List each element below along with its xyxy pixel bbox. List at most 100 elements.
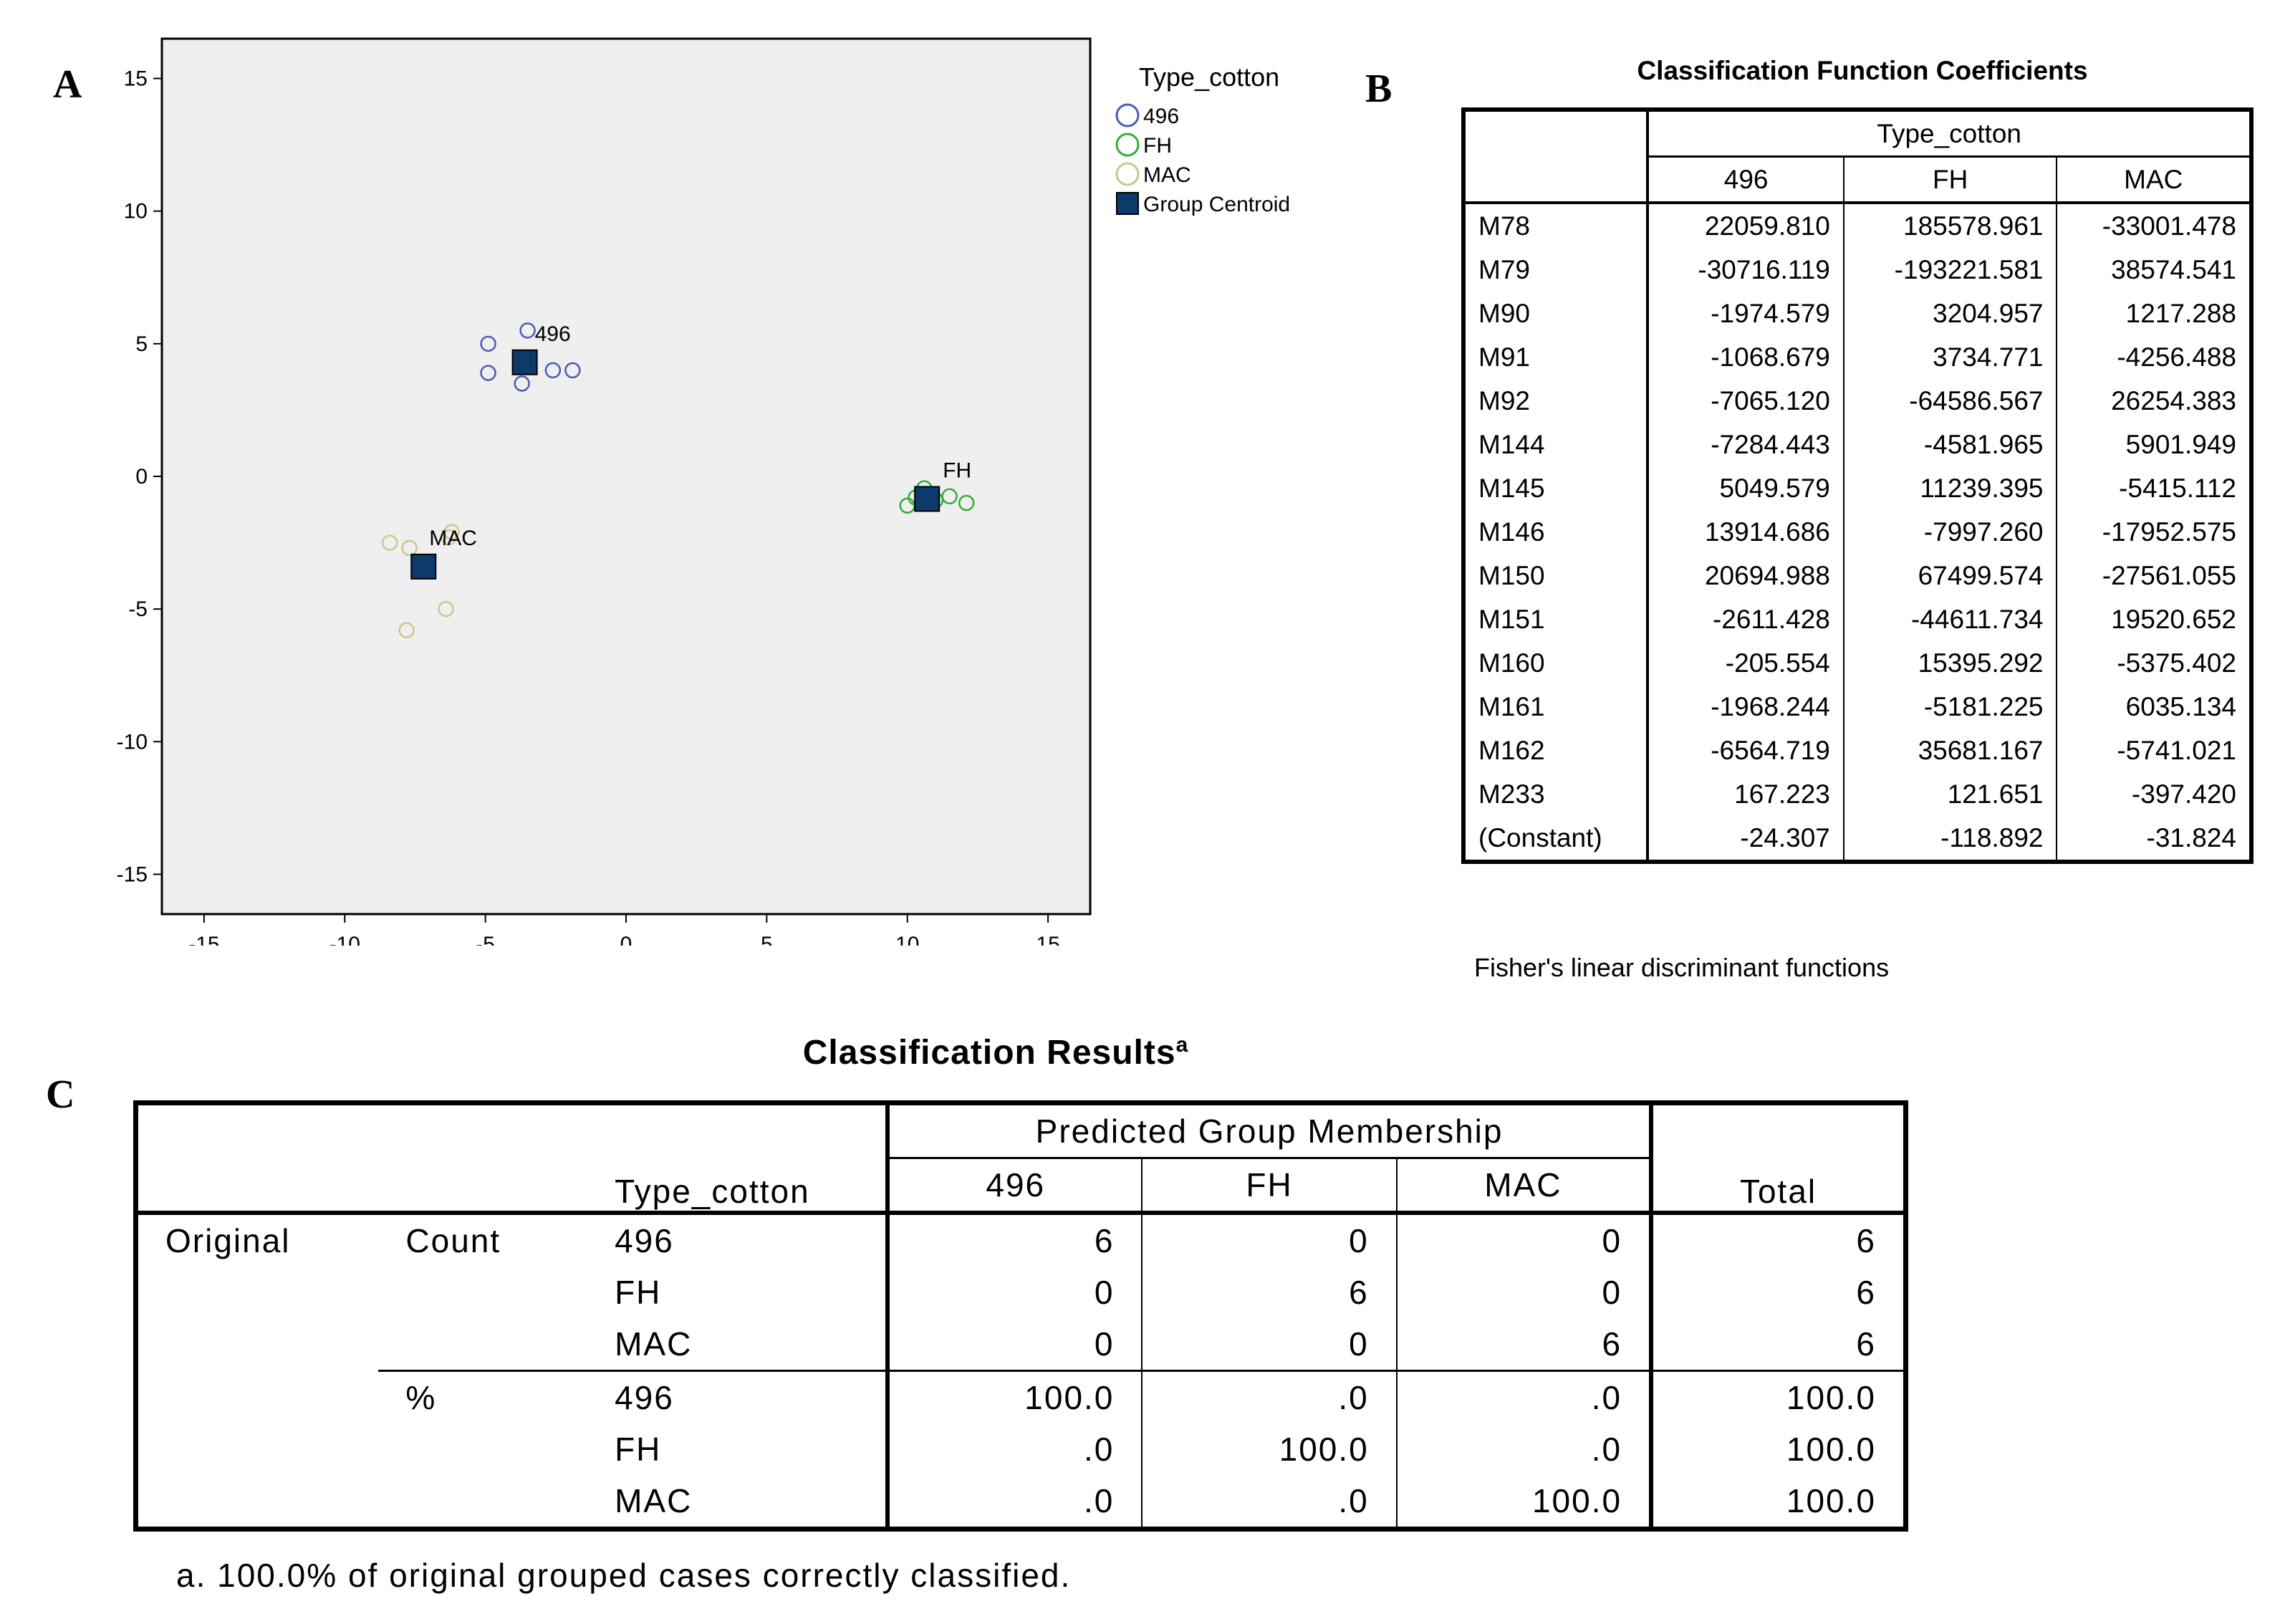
class-type-header: Type_cotton: [587, 1102, 890, 1215]
discriminant-scatter-plot: -15 -10 -5 0 5 10 15 15 10 5 0 -5 -10 -15 496 FH MAC Type…: [117, 37, 1290, 946]
coef-row-label: M146: [1463, 510, 1650, 554]
coef-value: 11239.395: [1843, 466, 2058, 510]
coef-row: M162 -6564.719 35681.167 -5741.021: [1463, 729, 2251, 772]
point-mac: [443, 524, 460, 541]
coef-value: -5741.021: [2117, 735, 2236, 765]
y-tick-label: 15: [124, 67, 148, 91]
coef-value: 5049.579: [1648, 466, 1844, 510]
y-tick-label: 5: [135, 332, 148, 356]
class-value: 6: [888, 1213, 1143, 1267]
coef-col-header: 496: [1648, 156, 1844, 204]
coef-value: 185578.961: [1843, 203, 2058, 248]
class-corner: [135, 1102, 379, 1215]
coef-value: -44611.734: [1843, 597, 2058, 641]
x-tick-label: 5: [761, 933, 773, 946]
class-empty-cell: [378, 1475, 587, 1529]
coef-col-header: MAC: [2057, 156, 2251, 204]
centroid-fh: [914, 486, 941, 512]
coef-footnote: Fisher's linear discriminant functions: [1474, 953, 1890, 982]
point-mac: [438, 600, 454, 618]
coef-row-label: M145: [1463, 466, 1650, 510]
class-row: FH .0 100.0.0 100.0: [136, 1423, 1906, 1475]
legend-title: Type_cotton: [1139, 62, 1279, 92]
coef-row-label: M78: [1463, 203, 1650, 248]
class-value: .0: [1142, 1475, 1398, 1529]
class-row: FH 0 6 0 6: [136, 1267, 1906, 1318]
coef-row: M79 -30716.119 -193221.581 38574.541: [1463, 248, 2251, 292]
class-col-header: 496: [888, 1158, 1143, 1215]
class-empty-cell: [136, 1423, 379, 1475]
class-total: 6: [1856, 1325, 1876, 1363]
coef-value: -31.824: [2146, 822, 2237, 852]
x-tick-label: 0: [620, 933, 632, 946]
coef-value: -5181.225: [1843, 685, 2058, 729]
class-value: 100.0: [1396, 1475, 1654, 1529]
x-tick-label: 15: [1036, 933, 1059, 946]
coef-row-label: M151: [1463, 597, 1650, 641]
coef-value: -5375.402: [2117, 648, 2236, 678]
class-empty-cell: [378, 1267, 587, 1318]
class-value: 100.0: [1142, 1423, 1398, 1475]
coef-value: -24.307: [1648, 816, 1844, 862]
coef-value: 15395.292: [1843, 641, 2058, 685]
coef-row: M146 13914.686 -7997.260 -17952.575: [1463, 510, 2251, 554]
coef-value: 67499.574: [1843, 554, 2058, 597]
class-title-text: Classification Results: [802, 1034, 1176, 1072]
class-value: 0: [1396, 1267, 1654, 1318]
coef-value: 35681.167: [1843, 729, 2058, 772]
coef-row-label: M90: [1463, 292, 1650, 335]
coef-value: 167.223: [1648, 772, 1844, 816]
coef-row: M233 167.223 121.651 -397.420: [1463, 772, 2251, 816]
coef-value: 20694.988: [1648, 554, 1844, 597]
legend-label: MAC: [1143, 163, 1191, 187]
class-value: 0: [1396, 1213, 1654, 1267]
class-row: % 496 100.0.0.0 100.0: [136, 1370, 1906, 1423]
centroid-label-fh: FH: [943, 458, 971, 482]
class-value: .0: [888, 1475, 1143, 1529]
coef-value: 5901.949: [2125, 429, 2236, 459]
coef-value: -17952.575: [2102, 516, 2236, 547]
coef-row-label: M144: [1463, 423, 1650, 466]
panel-label-a: A: [53, 62, 82, 107]
coef-value: -1968.244: [1648, 685, 1844, 729]
coef-value: -4256.488: [2117, 342, 2236, 372]
coef-value: -4581.965: [1843, 423, 2058, 466]
coef-row-label: M162: [1463, 729, 1650, 772]
coef-row: (Constant) -24.307 -118.892 -31.824: [1463, 816, 2251, 862]
coef-col-header: FH: [1843, 156, 2058, 204]
class-count-label: Count: [405, 1222, 501, 1259]
coef-value: 22059.810: [1648, 203, 1844, 248]
coef-value: -7284.443: [1648, 423, 1844, 466]
class-row-label: 496: [587, 1370, 890, 1423]
coef-value: 26254.383: [2111, 385, 2236, 415]
coef-value: 13914.686: [1648, 510, 1844, 554]
coef-value: -7065.120: [1648, 379, 1844, 423]
class-row-label: MAC: [587, 1475, 890, 1529]
legend-label: Group Centroid: [1143, 193, 1290, 216]
class-value: 6: [1142, 1267, 1398, 1318]
coef-value: -205.554: [1648, 641, 1844, 685]
classification-table: Type_cotton Predicted Group Membership T…: [133, 1100, 1908, 1532]
coef-row-label: M160: [1463, 641, 1650, 685]
coef-row: M151 -2611.428 -44611.734 19520.652: [1463, 597, 2251, 641]
point-496: [519, 322, 536, 339]
class-value: 0: [1142, 1318, 1398, 1371]
coef-value: -7997.260: [1843, 510, 2058, 554]
coef-value: 19520.652: [2111, 604, 2236, 634]
coef-row-label: M92: [1463, 379, 1650, 423]
class-row-label: MAC: [587, 1318, 890, 1371]
class-total: 6: [1856, 1222, 1876, 1259]
class-col-header: MAC: [1396, 1158, 1654, 1215]
coef-value: -33001.478: [2102, 211, 2236, 241]
coef-row: M91 -1068.679 3734.771 -4256.488: [1463, 335, 2251, 379]
point-mac: [401, 539, 418, 557]
class-row-label: FH: [587, 1267, 890, 1318]
coef-row-label: M161: [1463, 685, 1650, 729]
coef-value: -30716.119: [1648, 248, 1844, 292]
classification-table-body: Original Count 496 6 0 0 6 FH 0 6 0 6 MAC 0 0 6 6% 496 100…: [136, 1213, 1906, 1529]
coef-value: -397.420: [2131, 779, 2236, 809]
class-value: .0: [888, 1423, 1143, 1475]
coef-corner: [1463, 110, 1650, 204]
coef-table: Type_cotton 496 FH MAC M78 22059.810 18557…: [1461, 107, 2253, 864]
legend-marker-mac: [1115, 162, 1140, 186]
